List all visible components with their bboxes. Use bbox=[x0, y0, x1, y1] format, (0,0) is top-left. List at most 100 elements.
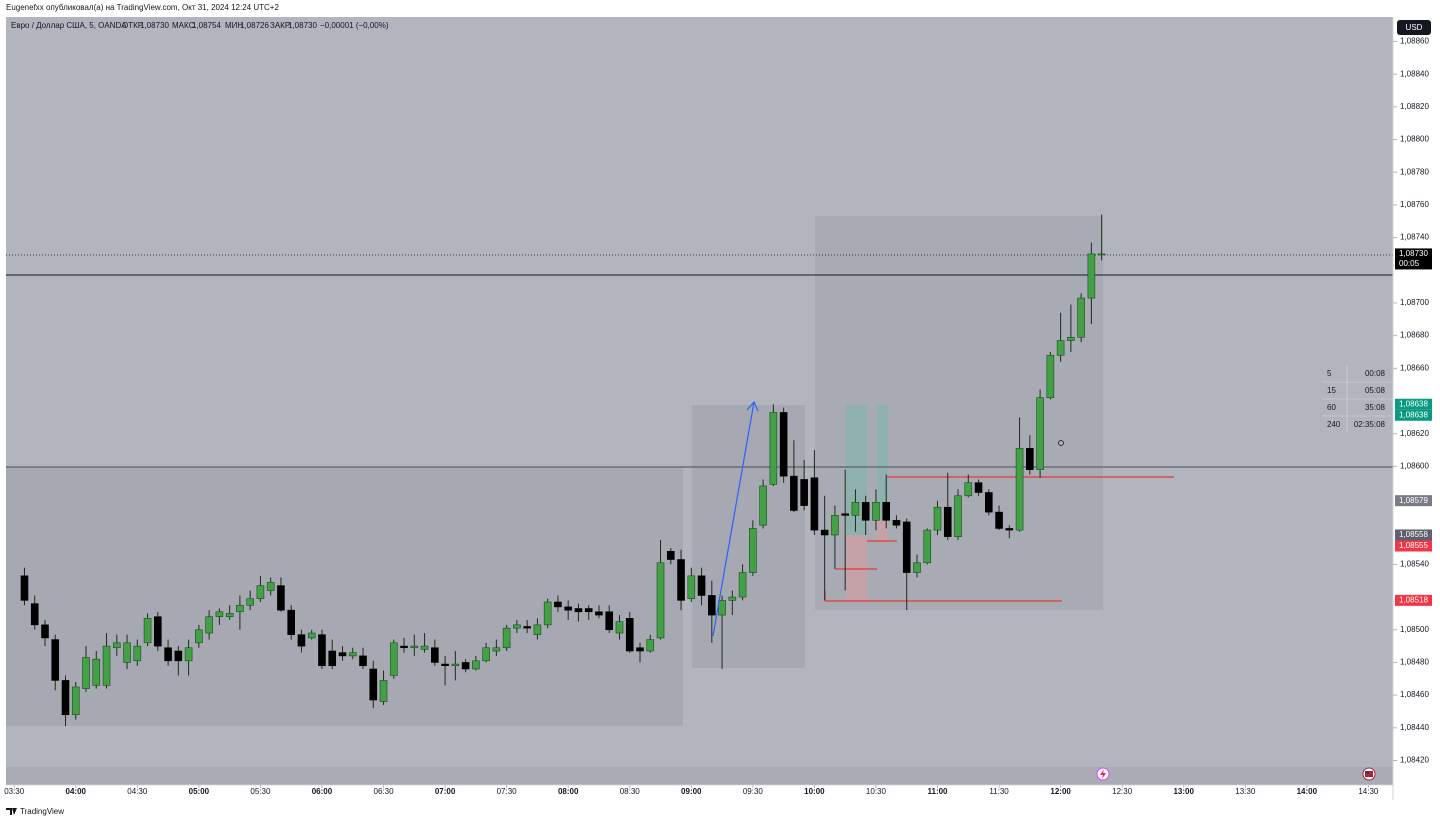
candle-up bbox=[143, 618, 152, 644]
candle-down bbox=[574, 608, 583, 613]
candle-up bbox=[92, 658, 101, 686]
y-tick-label: 1,08500 bbox=[1400, 625, 1429, 634]
candle-up bbox=[533, 624, 542, 635]
timer-value: 05:08 bbox=[1365, 386, 1386, 395]
y-tick-label: 1,08840 bbox=[1400, 69, 1429, 78]
candle-up bbox=[472, 660, 480, 670]
y-tick-label: 1,08760 bbox=[1400, 200, 1429, 209]
candle-down bbox=[779, 412, 788, 477]
flag-glyph bbox=[1365, 771, 1369, 774]
x-tick-label: 11:30 bbox=[989, 787, 1009, 796]
y-tick-label: 1,08420 bbox=[1400, 756, 1429, 765]
candle-down bbox=[882, 502, 891, 521]
candle-up bbox=[1046, 354, 1055, 399]
price-label: 1,08730 bbox=[1399, 249, 1428, 258]
candle-down bbox=[820, 529, 829, 536]
candle-up bbox=[82, 657, 90, 689]
y-tick-label: 1,08600 bbox=[1400, 461, 1429, 470]
target-box bbox=[877, 405, 888, 520]
candle-up bbox=[1036, 397, 1044, 470]
candle-up bbox=[769, 412, 778, 485]
candle-down bbox=[974, 482, 983, 493]
candle-up bbox=[256, 585, 265, 600]
axes: 1,08860 1,08840 1,08820 1,08800 1,08780 1,087… bbox=[4, 37, 1432, 796]
x-tick-label: 03:30 bbox=[4, 787, 25, 796]
y-tick-label: 1,08860 bbox=[1400, 37, 1429, 46]
timer-table: 5 00:08 15 05:08 60 35:08 240 02:35:08 bbox=[1322, 366, 1392, 432]
x-tick-label: 11:00 bbox=[927, 787, 948, 796]
price-label-box bbox=[1395, 248, 1432, 270]
candle-down bbox=[697, 575, 706, 596]
candle-up bbox=[872, 502, 880, 521]
footer-brand: TradingView bbox=[20, 807, 64, 816]
legend-change: −0,00001 (−0,00%) bbox=[320, 21, 389, 30]
candle-up bbox=[687, 575, 696, 600]
x-tick-label: 09:00 bbox=[681, 787, 702, 796]
x-tick-label: 05:30 bbox=[250, 787, 271, 796]
event-strip bbox=[6, 767, 1393, 785]
candle-down bbox=[328, 650, 337, 667]
timer-frame: 5 bbox=[1327, 369, 1332, 378]
footer-logo bbox=[6, 808, 17, 815]
legend-value: 1,08730 bbox=[140, 21, 169, 30]
legend-value: 1,08754 bbox=[192, 21, 221, 30]
candle-up bbox=[236, 604, 244, 613]
candle-up bbox=[964, 482, 973, 497]
candle-up bbox=[246, 598, 254, 606]
candle-down bbox=[584, 608, 593, 613]
price-label-box bbox=[1395, 540, 1432, 552]
candle-down bbox=[708, 595, 716, 616]
candle-down bbox=[461, 662, 470, 670]
candle-up bbox=[728, 596, 737, 601]
candle-up bbox=[71, 686, 80, 716]
currency-button[interactable] bbox=[1397, 20, 1431, 35]
x-tick-label: 08:00 bbox=[558, 787, 579, 796]
x-tick-label: 07:00 bbox=[435, 787, 456, 796]
candle-up bbox=[656, 562, 665, 639]
currency-label: USD bbox=[1406, 23, 1423, 32]
target-box bbox=[846, 405, 867, 535]
price-label: 1,08518 bbox=[1399, 595, 1428, 604]
candle-down bbox=[810, 477, 819, 531]
y-tick-label: 1,08780 bbox=[1400, 167, 1429, 176]
candle-up bbox=[759, 485, 767, 526]
candle-down bbox=[985, 492, 993, 513]
candle-up bbox=[266, 582, 275, 591]
candle-up bbox=[420, 645, 429, 650]
candle-up bbox=[738, 572, 747, 598]
candle-up bbox=[348, 652, 357, 657]
candle-down bbox=[1005, 528, 1014, 531]
price-label-box bbox=[1395, 594, 1432, 606]
candle-down bbox=[605, 611, 614, 631]
candle-down bbox=[400, 645, 408, 649]
arrow-head bbox=[746, 400, 759, 412]
candle-down bbox=[441, 663, 449, 667]
candle-down bbox=[431, 647, 439, 663]
y-tick-label: 1,08480 bbox=[1400, 658, 1429, 667]
candle-up bbox=[615, 621, 624, 634]
candle-down bbox=[164, 647, 172, 662]
candle-up bbox=[225, 613, 234, 617]
candle-up bbox=[215, 611, 224, 617]
candle-down bbox=[1026, 448, 1034, 470]
timer-value: 02:35:08 bbox=[1354, 420, 1386, 429]
legend-label: ЗАКР bbox=[270, 21, 290, 30]
y-tick-label: 1,08700 bbox=[1400, 298, 1429, 307]
x-tick-label: 14:30 bbox=[1358, 787, 1379, 796]
legend-value: 1,08726 bbox=[240, 21, 269, 30]
x-tick-label: 12:00 bbox=[1050, 787, 1071, 796]
legend-label: ОТКР bbox=[122, 21, 143, 30]
candle-down bbox=[30, 603, 39, 626]
candle-up bbox=[379, 680, 388, 702]
candle-down bbox=[287, 609, 295, 635]
price-label: 1,08638 bbox=[1399, 410, 1428, 419]
x-tick-label: 09:30 bbox=[743, 787, 764, 796]
candle-down bbox=[892, 519, 901, 526]
candle-up bbox=[646, 639, 655, 652]
candle-up bbox=[1097, 253, 1106, 256]
candle-down bbox=[800, 479, 808, 506]
candle-up bbox=[1056, 340, 1065, 356]
timer-frame: 240 bbox=[1327, 420, 1341, 429]
price-countdown: 00:05 bbox=[1399, 259, 1420, 268]
